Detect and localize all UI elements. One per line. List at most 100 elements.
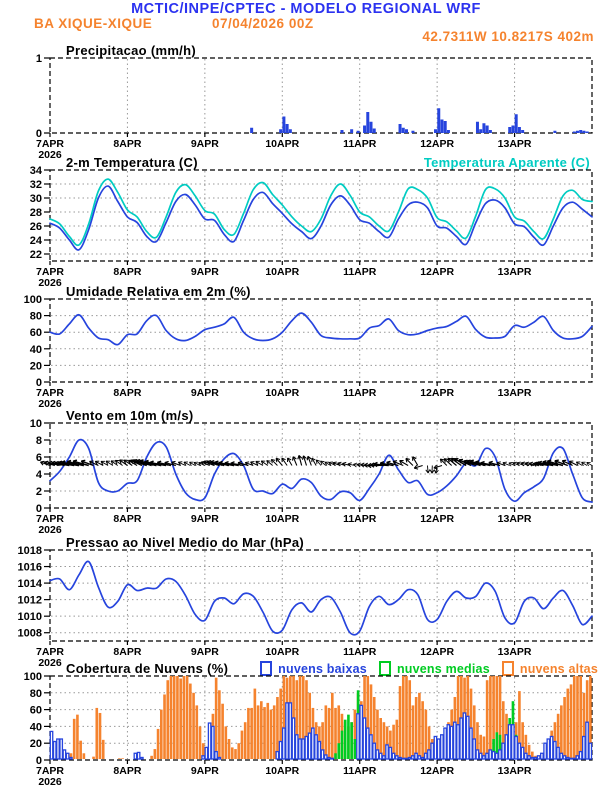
svg-text:11APR: 11APR [343,266,377,278]
svg-text:20: 20 [30,360,42,372]
svg-text:13APR: 13APR [498,513,532,525]
svg-text:1008: 1008 [18,628,42,640]
svg-text:6: 6 [36,452,42,464]
panel-title-cloud-cover: Cobertura de Nuvens (%) [66,661,229,676]
svg-text:1014: 1014 [18,578,43,590]
svg-text:8APR: 8APR [113,387,141,399]
legend-swatch-high-clouds-icon [501,661,514,676]
legend-label-mid-clouds: nuvens medias [396,661,490,676]
svg-text:13APR: 13APR [498,765,532,777]
svg-text:60: 60 [30,327,42,339]
svg-text:32: 32 [30,179,42,191]
svg-text:8APR: 8APR [113,646,141,658]
svg-text:100: 100 [24,294,42,306]
legend-swatch-low-clouds-icon [260,661,273,676]
svg-text:1010: 1010 [18,611,42,623]
svg-text:7APR: 7APR [36,387,64,399]
svg-text:9APR: 9APR [191,138,219,150]
panel-title-temperature: 2-m Temperatura (C) [66,155,198,170]
svg-text:30: 30 [30,193,42,205]
svg-text:2026: 2026 [38,657,62,669]
svg-text:0: 0 [36,755,42,767]
svg-text:40: 40 [30,344,42,356]
svg-text:0: 0 [36,128,42,140]
location-coordinates-label: 42.7311W 10.8217S 402m [422,29,594,44]
svg-text:8APR: 8APR [113,765,141,777]
svg-text:1: 1 [36,53,42,65]
panel-title-humidity: Umidade Relativa em 2m (%) [66,284,251,299]
legend-temperatura-aparente: Temperatura Aparente (C) [423,155,590,170]
svg-text:11APR: 11APR [343,138,377,150]
svg-text:7APR: 7APR [36,646,64,658]
svg-text:2026: 2026 [38,149,62,161]
svg-text:2026: 2026 [38,524,62,536]
svg-text:7APR: 7APR [36,513,64,525]
svg-text:12APR: 12APR [420,387,454,399]
svg-text:8APR: 8APR [113,266,141,278]
svg-text:12APR: 12APR [420,138,454,150]
svg-text:40: 40 [30,721,42,733]
svg-text:2026: 2026 [38,776,62,788]
legend-label-high-clouds: nuvens altas [519,661,598,676]
svg-text:10: 10 [30,418,42,430]
panel-title-precipitation: Precipitacao (mm/h) [66,43,196,58]
svg-text:9APR: 9APR [191,765,219,777]
svg-text:4: 4 [36,469,43,481]
svg-text:60: 60 [30,705,42,717]
svg-text:1016: 1016 [18,562,42,574]
svg-text:9APR: 9APR [191,266,219,278]
svg-text:0: 0 [36,377,42,389]
svg-text:11APR: 11APR [343,646,377,658]
svg-text:80: 80 [30,311,42,323]
panel-title-wind: Vento em 10m (m/s) [66,408,194,423]
svg-text:100: 100 [24,671,42,683]
svg-text:1012: 1012 [18,595,42,607]
svg-text:0: 0 [36,503,42,515]
svg-text:11APR: 11APR [343,513,377,525]
svg-text:2026: 2026 [38,277,62,289]
svg-text:24: 24 [30,235,43,247]
svg-text:10APR: 10APR [265,138,299,150]
run-datetime-label: 07/04/2026 00Z [212,16,314,31]
svg-text:13APR: 13APR [498,387,532,399]
legend-label-low-clouds: nuvens baixas [278,661,367,676]
svg-text:13APR: 13APR [498,266,532,278]
station-label: BA XIQUE-XIQUE [34,16,153,31]
svg-text:9APR: 9APR [191,513,219,525]
svg-text:11APR: 11APR [343,765,377,777]
svg-text:10APR: 10APR [265,513,299,525]
svg-text:8APR: 8APR [113,138,141,150]
svg-text:2: 2 [36,486,42,498]
svg-text:12APR: 12APR [420,513,454,525]
svg-text:7APR: 7APR [36,266,64,278]
svg-text:10APR: 10APR [265,387,299,399]
svg-text:34: 34 [30,165,43,177]
svg-text:12APR: 12APR [420,765,454,777]
svg-text:13APR: 13APR [498,646,532,658]
panel-title-pressure: Pressao ao Nivel Medio do Mar (hPa) [66,535,305,550]
svg-text:10APR: 10APR [265,266,299,278]
svg-text:10APR: 10APR [265,646,299,658]
svg-text:1018: 1018 [18,545,42,557]
svg-text:22: 22 [30,249,42,261]
svg-text:28: 28 [30,207,42,219]
svg-text:12APR: 12APR [420,646,454,658]
svg-text:7APR: 7APR [36,765,64,777]
svg-text:11APR: 11APR [343,387,377,399]
svg-text:20: 20 [30,738,42,750]
svg-text:9APR: 9APR [191,387,219,399]
svg-text:9APR: 9APR [191,646,219,658]
svg-text:26: 26 [30,221,42,233]
svg-text:8APR: 8APR [113,513,141,525]
cloud-cover-legend: nuvens baixas nuvens medias nuvens altas [252,661,598,676]
legend-swatch-mid-clouds-icon [378,661,391,676]
svg-text:2026: 2026 [38,398,62,410]
svg-text:12APR: 12APR [420,266,454,278]
svg-text:10APR: 10APR [265,765,299,777]
page-title: MCTIC/INPE/CPTEC - MODELO REGIONAL WRF [131,1,481,17]
svg-text:80: 80 [30,688,42,700]
svg-text:8: 8 [36,435,42,447]
svg-text:13APR: 13APR [498,138,532,150]
